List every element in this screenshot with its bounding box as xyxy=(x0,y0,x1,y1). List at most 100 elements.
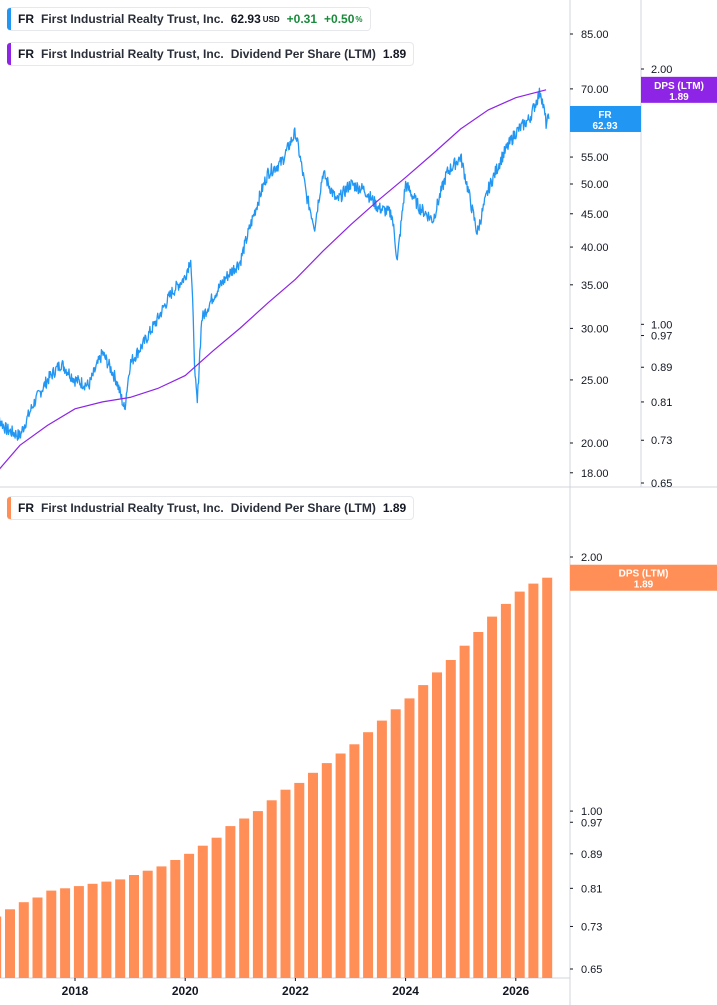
price-tick-label: 85.00 xyxy=(581,29,609,41)
dps-bottom-tick-label: 1.00 xyxy=(581,806,602,818)
dps-bar xyxy=(142,870,153,978)
dps-bar xyxy=(32,897,43,978)
price-legend-currency: USD xyxy=(262,14,280,24)
dps-bottom-legend-metric: Dividend Per Share (LTM) xyxy=(230,501,376,515)
dps-bar xyxy=(5,909,15,978)
price-tick-label: 25.00 xyxy=(581,375,609,387)
price-tick-label: 40.00 xyxy=(581,242,609,254)
dps-bar xyxy=(514,591,525,978)
dps-top-current-title: DPS (LTM) xyxy=(654,81,704,92)
price-tick-label: 55.00 xyxy=(581,152,609,164)
dps-bar xyxy=(225,826,236,978)
dps-bottom-tick-label: 0.89 xyxy=(581,849,602,861)
dps-bar xyxy=(308,772,318,978)
dps-bar xyxy=(542,577,553,978)
dps-bottom-legend-company: First Industrial Realty Trust, Inc. xyxy=(41,501,224,515)
dps-bar xyxy=(73,886,84,978)
dps-top-legend-value: 1.89 xyxy=(382,47,407,61)
price-legend-last: 62.93 xyxy=(230,12,261,26)
dps-bar xyxy=(239,818,250,978)
time-tick-label: 2024 xyxy=(392,984,419,998)
dps-bottom-legend-value: 1.89 xyxy=(382,501,407,515)
dps-bottom-tick-label: 0.97 xyxy=(581,817,602,829)
dps-top-legend-company: First Industrial Realty Trust, Inc. xyxy=(41,47,224,61)
dps-top-legend[interactable]: FR First Industrial Realty Trust, Inc. D… xyxy=(7,42,415,66)
dps-bottom-legend-swatch xyxy=(7,497,11,519)
dps-top-legend-symbol: FR xyxy=(18,47,34,61)
dps-bottom-tick-label: 2.00 xyxy=(581,552,602,564)
dps-top-tick-label: 0.97 xyxy=(651,331,672,343)
time-tick-label: 2020 xyxy=(172,984,199,998)
dps-top-tick-label: 0.89 xyxy=(651,362,672,374)
dps-top-tick-label: 1.00 xyxy=(651,319,672,331)
dps-top-legend-metric: Dividend Per Share (LTM) xyxy=(230,47,376,61)
dps-bottom-legend[interactable]: FR First Industrial Realty Trust, Inc. D… xyxy=(7,496,415,520)
price-current-badge xyxy=(570,105,641,132)
dps-bottom-current-title: DPS (LTM) xyxy=(619,569,669,580)
dps-top-tick-label: 0.65 xyxy=(651,478,672,490)
price-legend-pct-sign: % xyxy=(355,14,363,24)
time-tick-label: 2022 xyxy=(282,984,309,998)
dps-bar xyxy=(129,875,139,978)
dps-bar xyxy=(390,709,401,978)
dps-top-current-value: 1.89 xyxy=(669,92,689,103)
dps-bar xyxy=(266,800,277,978)
dps-bar xyxy=(363,732,374,978)
time-tick-label: 2018 xyxy=(62,984,89,998)
dps-bar xyxy=(376,720,387,978)
dps-bar xyxy=(294,782,305,978)
price-legend[interactable]: FR First Industrial Realty Trust, Inc. 6… xyxy=(7,7,371,31)
price-legend-swatch xyxy=(7,8,11,30)
price-current-symbol: FR xyxy=(598,110,612,121)
dps-bar xyxy=(18,902,29,978)
dps-bar xyxy=(87,883,98,978)
dps-pane xyxy=(0,577,553,978)
price-legend-company: First Industrial Realty Trust, Inc. xyxy=(41,12,224,26)
price-tick-label: 50.00 xyxy=(581,179,609,191)
dps-bar xyxy=(445,660,456,978)
dps-bar xyxy=(418,685,429,978)
dps-bar xyxy=(156,866,167,978)
price-legend-change-pct: +0.50 xyxy=(324,12,355,26)
dps-bottom-tick-label: 0.65 xyxy=(581,964,602,976)
dps-bar xyxy=(211,837,222,978)
time-tick-label: 2026 xyxy=(502,984,529,998)
price-legend-symbol: FR xyxy=(18,12,34,26)
dps-top-tick-label: 0.73 xyxy=(651,435,672,447)
dps-bar xyxy=(280,789,291,978)
dps-top-tick-label: 0.81 xyxy=(651,397,672,409)
dps-bar xyxy=(404,698,415,978)
dps-top-tick-label: 2.00 xyxy=(651,64,672,76)
dps-bottom-tick-label: 0.73 xyxy=(581,921,602,933)
dps-bar xyxy=(170,860,181,978)
dps-bar xyxy=(528,583,539,978)
axes-layer: 85.00 70.00 55.00 50.00 45.00 40.00 35.00 30.00… xyxy=(62,29,717,998)
dps-bar xyxy=(101,881,112,978)
dps-bar xyxy=(473,632,484,978)
dps-bar xyxy=(335,753,346,978)
price-tick-label: 20.00 xyxy=(581,438,609,450)
dps-bottom-current-badge xyxy=(570,564,717,591)
dps-bar xyxy=(197,845,208,978)
dps-bar xyxy=(487,616,498,978)
price-tick-label: 18.00 xyxy=(581,468,609,480)
dps-bottom-legend-symbol: FR xyxy=(18,501,34,515)
dps-bottom-current-value: 1.89 xyxy=(634,580,654,591)
dps-bar xyxy=(321,763,332,978)
dps-top-current-badge xyxy=(641,76,717,103)
dps-top-legend-swatch xyxy=(7,43,11,65)
price-tick-label: 70.00 xyxy=(581,84,609,96)
price-tick-label: 45.00 xyxy=(581,209,609,221)
dps-bar xyxy=(459,645,470,978)
price-pane xyxy=(0,87,550,470)
dps-bar xyxy=(46,890,57,978)
price-legend-change: +0.31 xyxy=(286,12,318,26)
dps-bar xyxy=(500,603,511,978)
dps-bottom-tick-label: 0.81 xyxy=(581,883,602,895)
price-series-line xyxy=(0,87,550,441)
dps-bar xyxy=(432,672,442,978)
dps-bar xyxy=(184,853,195,978)
price-current-value: 62.93 xyxy=(592,121,617,132)
dps-bar xyxy=(0,916,2,978)
